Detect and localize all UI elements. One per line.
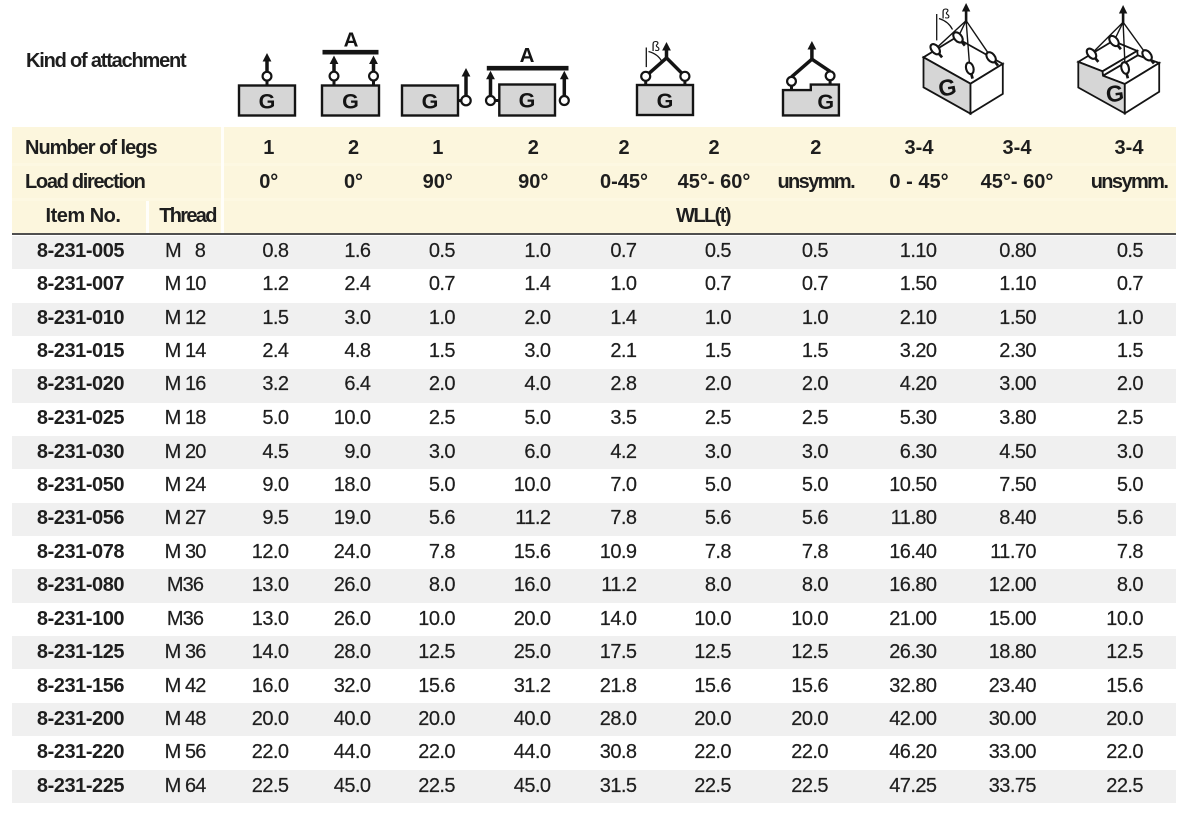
svg-text:A: A [344,29,359,52]
svg-text:G: G [657,89,674,113]
svg-text:G: G [1104,79,1125,107]
svg-text:ß: ß [652,38,661,54]
svg-text:G: G [342,90,359,114]
svg-text:ß: ß [942,6,951,22]
svg-text:G: G [519,89,536,113]
svg-text:G: G [422,90,439,114]
svg-text:A: A [520,44,535,67]
svg-text:G: G [259,90,276,114]
svg-text:G: G [817,90,834,114]
svg-text:G: G [936,73,958,102]
